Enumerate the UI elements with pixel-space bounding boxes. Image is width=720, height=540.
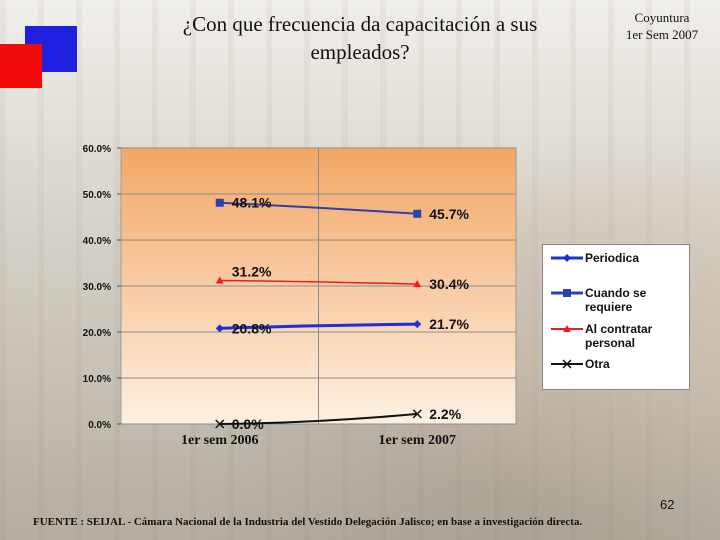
series-cuando-se-requiere: 48.1% 45.7%	[215, 195, 469, 222]
gridlines	[121, 147, 516, 425]
y-tick-label: 30.0%	[83, 282, 111, 293]
subtitle-line-2: 1er Sem 2007	[625, 27, 699, 42]
data-label: 31.2%	[232, 263, 272, 279]
x-axis-ticks: 1er sem 2006 1er sem 2007	[181, 433, 456, 448]
data-point	[215, 276, 224, 284]
data-point	[413, 209, 422, 218]
slide-title-line-1: ¿Con que frecuencia da capacitación a su…	[182, 12, 538, 36]
legend-label-cuando-2: requiere	[585, 300, 633, 314]
legend-symbol-al-contratar	[551, 325, 583, 332]
slide-title: ¿Con que frecuencia da capacitación a su…	[120, 10, 600, 66]
data-point	[413, 320, 422, 329]
series-line	[219, 279, 418, 285]
y-tick-label: 60.0%	[83, 144, 111, 155]
data-label: 48.1%	[232, 195, 272, 211]
series-group: 20.8% 21.7% 48.1% 45.7% 31.2% 30.4% 0.0% 2.2%	[215, 195, 469, 432]
y-axis-ticks: 0.0% 10.0% 20.0% 30.0% 40.0% 50.0% 60.0%	[83, 144, 121, 431]
page-number: 62	[660, 497, 675, 512]
legend-symbol-otra	[551, 359, 583, 369]
legend-symbol-periodica	[551, 254, 583, 262]
series-line	[219, 201, 418, 215]
slide-subtitle: Coyuntura 1er Sem 2007	[612, 9, 712, 43]
series-line	[219, 322, 418, 330]
source-note: FUENTE : SEIJAL - Cámara Nacional de la …	[33, 516, 583, 528]
y-tick-label: 0.0%	[88, 420, 111, 431]
decorative-red-square	[0, 44, 42, 88]
legend-item-otra: Otra	[549, 357, 685, 371]
data-point	[215, 198, 224, 207]
legend-item-al-contratar: Al contratar personal	[549, 322, 685, 350]
legend-label-al-contratar-2: personal	[585, 336, 636, 350]
legend-label-otra: Otra	[585, 357, 610, 371]
legend-label-periodica: Periodica	[585, 251, 640, 265]
series-periodica: 20.8% 21.7%	[215, 316, 469, 336]
subtitle-line-1: Coyuntura	[634, 10, 690, 25]
legend-item-cuando: Cuando se requiere	[549, 286, 685, 314]
series-al-contratar-personal: 31.2% 30.4%	[215, 263, 469, 292]
data-label: 21.7%	[429, 316, 469, 332]
series-otra: 0.0% 2.2%	[215, 406, 462, 432]
data-label: 0.0%	[232, 416, 264, 432]
y-tick-label: 10.0%	[83, 374, 111, 385]
x-tick-label: 1er sem 2006	[181, 433, 259, 448]
data-point	[413, 280, 422, 288]
legend-item-periodica: Periodica	[549, 251, 685, 265]
data-point	[215, 324, 224, 333]
y-tick-label: 40.0%	[83, 236, 111, 247]
y-tick-label: 20.0%	[83, 328, 111, 339]
series-line	[219, 412, 418, 425]
chart-legend: Periodica Cuando se requiere Al contrata…	[542, 244, 690, 390]
legend-symbol-cuando	[551, 289, 583, 297]
data-point	[215, 419, 225, 429]
data-label: 45.7%	[429, 206, 469, 222]
legend-label-cuando-1: Cuando se	[585, 286, 647, 300]
y-tick-label: 50.0%	[83, 190, 111, 201]
data-point	[412, 409, 422, 419]
data-label: 2.2%	[429, 406, 461, 422]
slide-title-line-2: empleados?	[310, 40, 410, 64]
data-label: 30.4%	[429, 276, 469, 292]
x-tick-label: 1er sem 2007	[379, 433, 457, 448]
legend-label-al-contratar-1: Al contratar	[585, 322, 653, 336]
data-label: 20.8%	[232, 320, 272, 336]
